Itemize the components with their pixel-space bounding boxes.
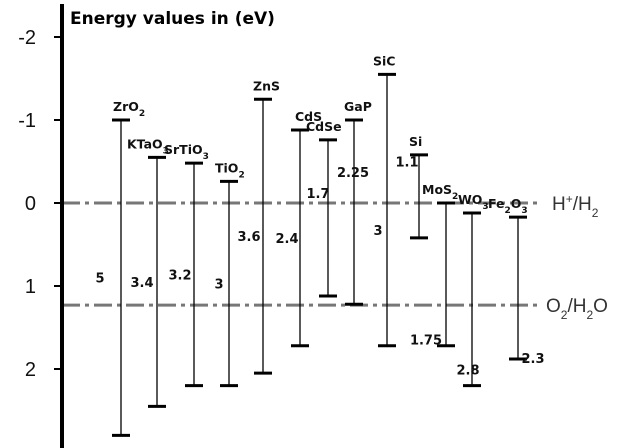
semiconductor-name: CdSe — [306, 119, 342, 134]
reference-level-label: H+/H2 — [552, 192, 599, 220]
band-wo3: WO3 2.8 — [456, 192, 489, 388]
band-gap-value: 5 — [95, 272, 104, 287]
band-zro2: ZrO2 5 — [95, 99, 145, 437]
band-cdse: CdSe 1.7 — [306, 119, 342, 298]
band-fe2o3: Fe2O3 2.3 — [488, 196, 545, 367]
y-tick-label: 1 — [25, 276, 36, 298]
semiconductor-name: SrTiO3 — [164, 142, 209, 162]
band-gap-value: 3.2 — [168, 268, 191, 283]
semiconductor-name: Si — [409, 134, 422, 149]
semiconductor-name: ZnS — [253, 78, 280, 93]
band-gap-value: 3 — [214, 278, 223, 293]
band-gap-value: 3 — [373, 224, 382, 239]
semiconductor-name: SiC — [373, 53, 395, 68]
band-tio2: TiO2 3 — [214, 160, 245, 388]
reference-level-label: O2/H2O — [546, 296, 608, 322]
chart-title: Energy values in (eV) — [70, 9, 275, 29]
y-tick-label: 2 — [25, 359, 36, 381]
semiconductor-name: MoS2 — [422, 182, 458, 202]
semiconductor-name: WO3 — [458, 192, 489, 212]
y-tick-label: -1 — [18, 110, 36, 132]
band-zns: ZnS 3.6 — [237, 78, 280, 375]
band-bars: ZrO25KTaO33.4SrTiO33.2TiO23ZnS3.6CdS2.4C… — [95, 53, 545, 437]
semiconductor-name: CdS — [295, 109, 322, 124]
y-tick-label: 0 — [25, 193, 36, 215]
band-mos2: MoS2 1.75 — [410, 182, 458, 348]
band-gap-value: 3.4 — [130, 276, 153, 291]
band-si: Si 1.1 — [395, 134, 428, 240]
semiconductor-name: ZrO2 — [113, 99, 145, 119]
band-gap-value: 2.3 — [521, 352, 544, 367]
semiconductor-name: GaP — [344, 99, 372, 114]
band-cds: CdS 2.4 — [275, 109, 322, 348]
band-gap-value: 2.8 — [456, 363, 479, 378]
band-gap: GaP 2.25 — [337, 99, 372, 306]
band-ktao3: KTaO3 3.4 — [127, 136, 169, 408]
semiconductor-name: Fe2O3 — [488, 196, 528, 216]
band-gap-value: 2.4 — [275, 232, 298, 247]
band-gap-value: 1.7 — [306, 187, 329, 202]
y-axis-ticks: -2 -1 0 1 2 — [18, 27, 62, 381]
band-gap-value: 1.75 — [410, 333, 442, 348]
semiconductor-name: KTaO3 — [127, 136, 169, 156]
semiconductor-name: TiO2 — [215, 160, 245, 180]
band-sic: SiC 3 — [373, 53, 396, 348]
band-gap-value: 2.25 — [337, 166, 369, 181]
y-tick-label: -2 — [18, 27, 36, 49]
band-gap-value: 1.1 — [395, 155, 418, 170]
band-gap-value: 3.6 — [237, 230, 260, 245]
band-srtio3: SrTiO3 3.2 — [164, 142, 209, 388]
